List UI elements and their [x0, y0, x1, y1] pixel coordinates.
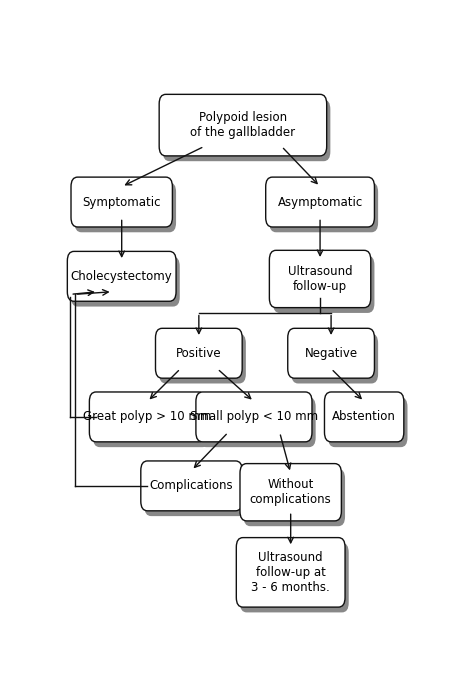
FancyBboxPatch shape: [159, 333, 246, 384]
Text: Cholecystectomy: Cholecystectomy: [71, 270, 173, 282]
FancyBboxPatch shape: [196, 392, 312, 442]
FancyBboxPatch shape: [155, 329, 242, 378]
FancyBboxPatch shape: [237, 537, 345, 607]
Text: Complications: Complications: [150, 480, 233, 493]
Text: Symptomatic: Symptomatic: [82, 196, 161, 209]
FancyBboxPatch shape: [273, 256, 374, 313]
FancyBboxPatch shape: [71, 257, 180, 307]
FancyBboxPatch shape: [288, 329, 374, 378]
FancyBboxPatch shape: [71, 177, 173, 227]
FancyBboxPatch shape: [244, 469, 345, 526]
Text: Negative: Negative: [304, 347, 358, 360]
Text: Ultrasound
follow-up: Ultrasound follow-up: [288, 265, 352, 293]
Text: Without
complications: Without complications: [250, 478, 331, 506]
FancyBboxPatch shape: [141, 461, 242, 511]
Text: Asymptomatic: Asymptomatic: [277, 196, 363, 209]
Text: Ultrasound
follow-up at
3 - 6 months.: Ultrasound follow-up at 3 - 6 months.: [251, 551, 330, 594]
FancyBboxPatch shape: [292, 333, 378, 384]
FancyBboxPatch shape: [325, 392, 404, 442]
FancyBboxPatch shape: [240, 543, 349, 613]
Text: Polypoid lesion
of the gallbladder: Polypoid lesion of the gallbladder: [191, 111, 295, 139]
FancyBboxPatch shape: [269, 183, 378, 232]
FancyBboxPatch shape: [67, 251, 176, 301]
FancyBboxPatch shape: [163, 100, 330, 161]
FancyBboxPatch shape: [269, 250, 371, 307]
Text: Great polyp > 10 mm: Great polyp > 10 mm: [83, 411, 211, 424]
FancyBboxPatch shape: [75, 183, 176, 232]
Text: Positive: Positive: [176, 347, 222, 360]
FancyBboxPatch shape: [93, 398, 209, 447]
FancyBboxPatch shape: [240, 464, 341, 521]
FancyBboxPatch shape: [90, 392, 205, 442]
Text: Abstention: Abstention: [332, 411, 396, 424]
FancyBboxPatch shape: [328, 398, 408, 447]
FancyBboxPatch shape: [200, 398, 316, 447]
FancyBboxPatch shape: [266, 177, 374, 227]
FancyBboxPatch shape: [159, 94, 327, 156]
FancyBboxPatch shape: [145, 466, 246, 516]
Text: Small polyp < 10 mm: Small polyp < 10 mm: [190, 411, 318, 424]
